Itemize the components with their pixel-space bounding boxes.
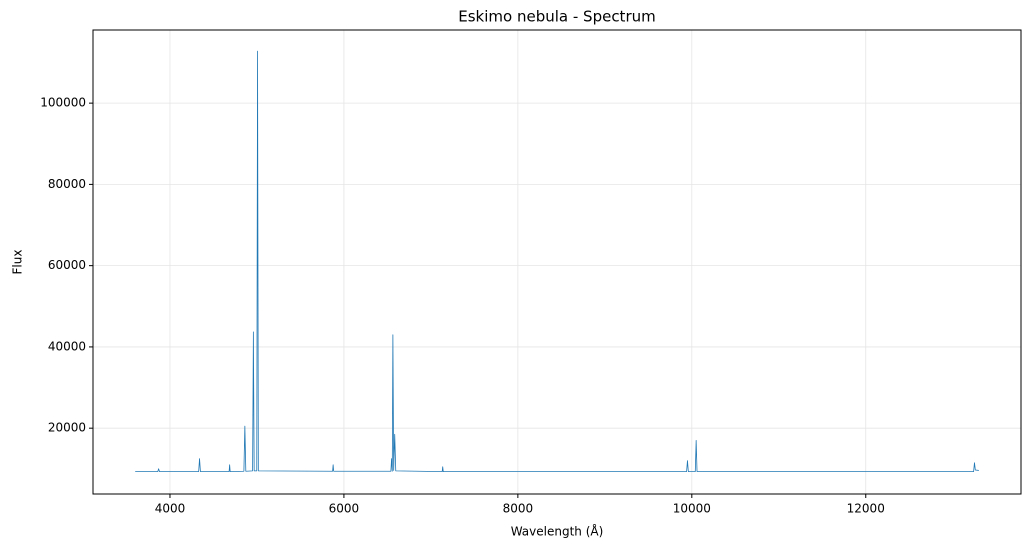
plot-area — [135, 50, 979, 473]
x-axis-label: Wavelength (Å) — [511, 524, 604, 539]
x-tick-label: 4000 — [155, 502, 186, 516]
x-tick-label: 10000 — [673, 502, 711, 516]
chart-title: Eskimo nebula - Spectrum — [458, 8, 655, 26]
x-tick-label: 6000 — [329, 502, 360, 516]
grid — [93, 30, 1021, 494]
spectrum-line — [135, 50, 979, 473]
x-tick-label: 12000 — [847, 502, 885, 516]
y-tick-label: 100000 — [40, 96, 86, 110]
y-tick-label: 80000 — [48, 177, 86, 191]
y-tick-label: 40000 — [48, 339, 86, 353]
y-tick-label: 20000 — [48, 421, 86, 435]
y-tick-label: 60000 — [48, 258, 86, 272]
axes-frame — [92, 29, 1022, 495]
y-axis-label: Flux — [11, 250, 25, 275]
x-tick-label: 8000 — [503, 502, 534, 516]
